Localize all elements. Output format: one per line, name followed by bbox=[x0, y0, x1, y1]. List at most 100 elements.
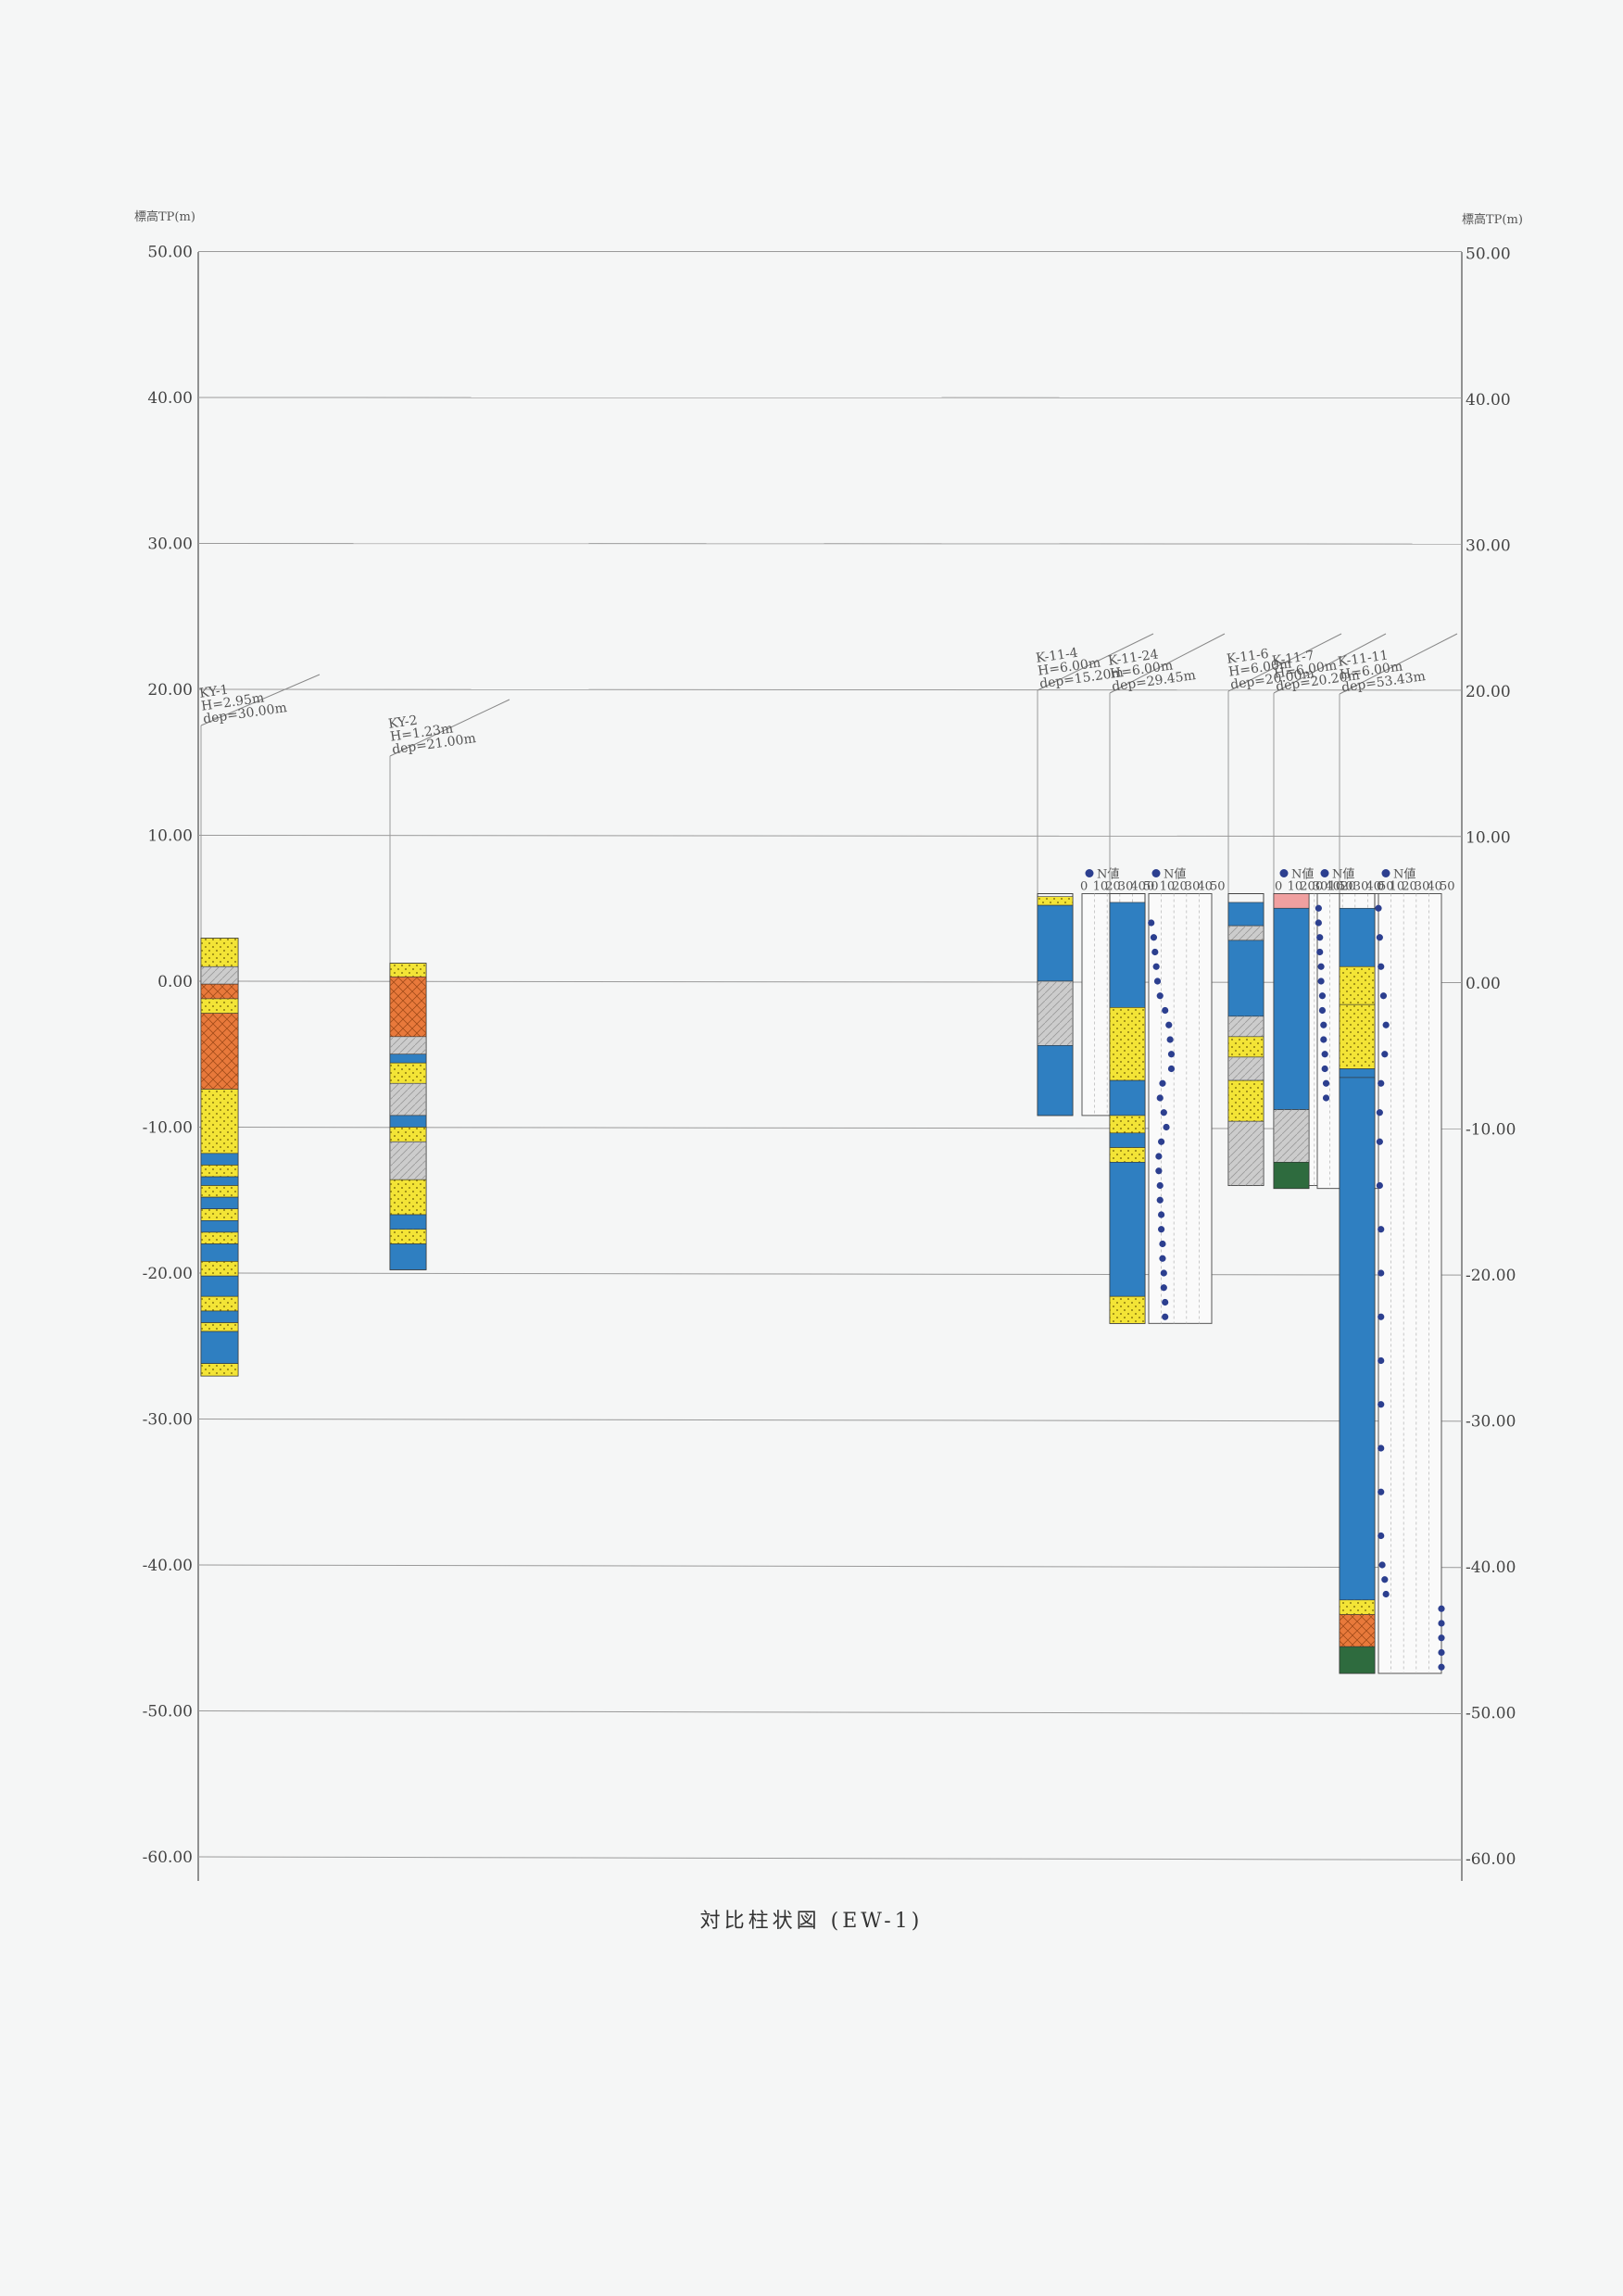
soil-layer-clay bbox=[389, 1053, 427, 1064]
gridline bbox=[197, 835, 1463, 838]
soil-layer-pattern bbox=[390, 1180, 426, 1215]
n-value-point bbox=[1378, 1561, 1386, 1569]
soil-layer-pattern bbox=[390, 1063, 426, 1084]
left-tick-label: -10.00 bbox=[143, 1119, 193, 1138]
borehole-leader-line bbox=[1109, 633, 1226, 694]
soil-layer-pattern bbox=[390, 1036, 426, 1054]
n-scale-label: 50 bbox=[1210, 880, 1226, 894]
gridline bbox=[197, 1856, 1463, 1861]
n-value-point bbox=[1382, 1590, 1390, 1598]
gridline bbox=[197, 1419, 1463, 1422]
soil-layer-pattern bbox=[1228, 1121, 1264, 1186]
n-value-legend-dot bbox=[1151, 869, 1161, 877]
right-tick-label: -60.00 bbox=[1466, 1850, 1516, 1869]
n-value-point bbox=[1317, 978, 1325, 985]
n-scale-label: 30 bbox=[1353, 880, 1369, 894]
left-tick-labels: 50.00 40.00 30.00 20.00 10.00 0.00 -10.00 -20.0… bbox=[143, 244, 193, 1868]
soil-layer-clay bbox=[389, 1115, 427, 1128]
n-value-point bbox=[1321, 1051, 1328, 1058]
n-value-point bbox=[1316, 948, 1324, 956]
n-value-point bbox=[1316, 934, 1324, 941]
borehole-name: KY-1 bbox=[198, 683, 229, 701]
n-value-point bbox=[1378, 1532, 1385, 1540]
n-value-point bbox=[1162, 1313, 1169, 1320]
n-value-point bbox=[1159, 1240, 1166, 1248]
n-value-point bbox=[1438, 1648, 1445, 1657]
n-scale-label: 20 bbox=[1172, 880, 1188, 894]
n-scale-label: 20 bbox=[1105, 880, 1121, 894]
left-tick-label: -60.00 bbox=[143, 1848, 193, 1867]
n-value-point bbox=[1163, 1123, 1170, 1131]
soil-layer-clay bbox=[1109, 1079, 1146, 1116]
n-value-point bbox=[1378, 1488, 1385, 1495]
soil-layer-pattern bbox=[1340, 1614, 1375, 1647]
n-value-legend-label: N値 bbox=[1097, 867, 1119, 882]
right-tick-label: -20.00 bbox=[1466, 1267, 1516, 1285]
n-value-point bbox=[1152, 963, 1160, 970]
n-scale-label: 0 bbox=[1147, 880, 1154, 894]
n-scale-label: 20 bbox=[1340, 880, 1356, 894]
soil-layer-clay bbox=[1037, 904, 1074, 982]
n-value-point bbox=[1162, 1298, 1169, 1306]
n-value-point bbox=[1322, 1079, 1330, 1087]
soil-layer-clay bbox=[1109, 902, 1146, 1008]
soil-layer-pattern bbox=[201, 998, 238, 1014]
n-value-legend-dot bbox=[1279, 869, 1289, 877]
left-tick-label: 0.00 bbox=[157, 973, 193, 991]
soil-layer-clay bbox=[200, 1176, 239, 1186]
soil-layer-clay bbox=[200, 1153, 239, 1166]
soil-layer-pattern bbox=[1274, 1109, 1309, 1163]
n-scale-label: 50 bbox=[1338, 880, 1353, 894]
borehole-name: K-11-24 bbox=[1107, 647, 1159, 668]
n-scale-label: 50 bbox=[1378, 880, 1394, 894]
left-tick-label: 50.00 bbox=[147, 244, 193, 262]
n-value-point bbox=[1162, 1006, 1169, 1015]
n-scale-label: 20 bbox=[1300, 880, 1315, 894]
soil-layer-pattern bbox=[201, 1089, 238, 1154]
right-tick-label: 30.00 bbox=[1466, 537, 1511, 556]
n-value-point bbox=[1156, 992, 1164, 1000]
soil-layer-pattern bbox=[1228, 926, 1264, 940]
n-scale-label: 0 bbox=[1377, 880, 1384, 894]
soil-layer-pattern bbox=[1228, 1056, 1264, 1081]
soil-layer-clay bbox=[1339, 907, 1376, 967]
soil-layer-pattern bbox=[201, 1261, 238, 1277]
soil-layer-pattern bbox=[201, 1322, 238, 1331]
soil-layer-pattern bbox=[1110, 1147, 1145, 1163]
n-value-legend-label: N値 bbox=[1393, 867, 1415, 882]
left-tick-label: 20.00 bbox=[147, 681, 193, 700]
n-value-point bbox=[1318, 992, 1327, 1000]
soil-layer-pattern bbox=[1228, 1036, 1264, 1057]
left-tick-label: -30.00 bbox=[143, 1411, 193, 1430]
n-scale-label: 10 bbox=[1390, 880, 1405, 894]
right-tick-label: 0.00 bbox=[1466, 975, 1501, 993]
soil-layer-pattern bbox=[390, 977, 426, 1037]
n-scale-label: 30 bbox=[1415, 880, 1430, 894]
borehole-name: K-11-11 bbox=[1337, 648, 1389, 669]
right-tick-labels: 50.00 40.00 30.00 20.00 10.00 0.00 -10.00 -20.0… bbox=[1466, 246, 1516, 1870]
right-tick-label: 20.00 bbox=[1466, 683, 1511, 701]
n-value-legend-dot bbox=[1320, 869, 1329, 877]
soil-layer-clay bbox=[389, 1243, 427, 1270]
soil-layer-clay bbox=[1227, 902, 1264, 927]
soil-layer-pattern bbox=[201, 938, 238, 967]
elevation-gridlines bbox=[197, 251, 1463, 1861]
n-value-point bbox=[1379, 992, 1388, 1000]
n-value-point bbox=[1318, 1006, 1327, 1015]
soil-layer-clay bbox=[1339, 1068, 1376, 1079]
n-value-point bbox=[1378, 1444, 1385, 1452]
gridline bbox=[197, 1564, 1463, 1569]
n-value-point bbox=[1156, 1181, 1164, 1190]
n-value-point bbox=[1378, 1079, 1385, 1087]
n-value-point bbox=[1156, 1094, 1164, 1102]
n-scale-label: 0 bbox=[1275, 880, 1282, 894]
borehole-name: KY-2 bbox=[387, 713, 418, 732]
soil-layer-pattern bbox=[390, 1142, 426, 1180]
n-value-point bbox=[1166, 1036, 1174, 1043]
right-tick-label: 10.00 bbox=[1466, 829, 1511, 848]
borehole-name: K-11-4 bbox=[1035, 646, 1078, 666]
n-value-point bbox=[1378, 1313, 1385, 1320]
